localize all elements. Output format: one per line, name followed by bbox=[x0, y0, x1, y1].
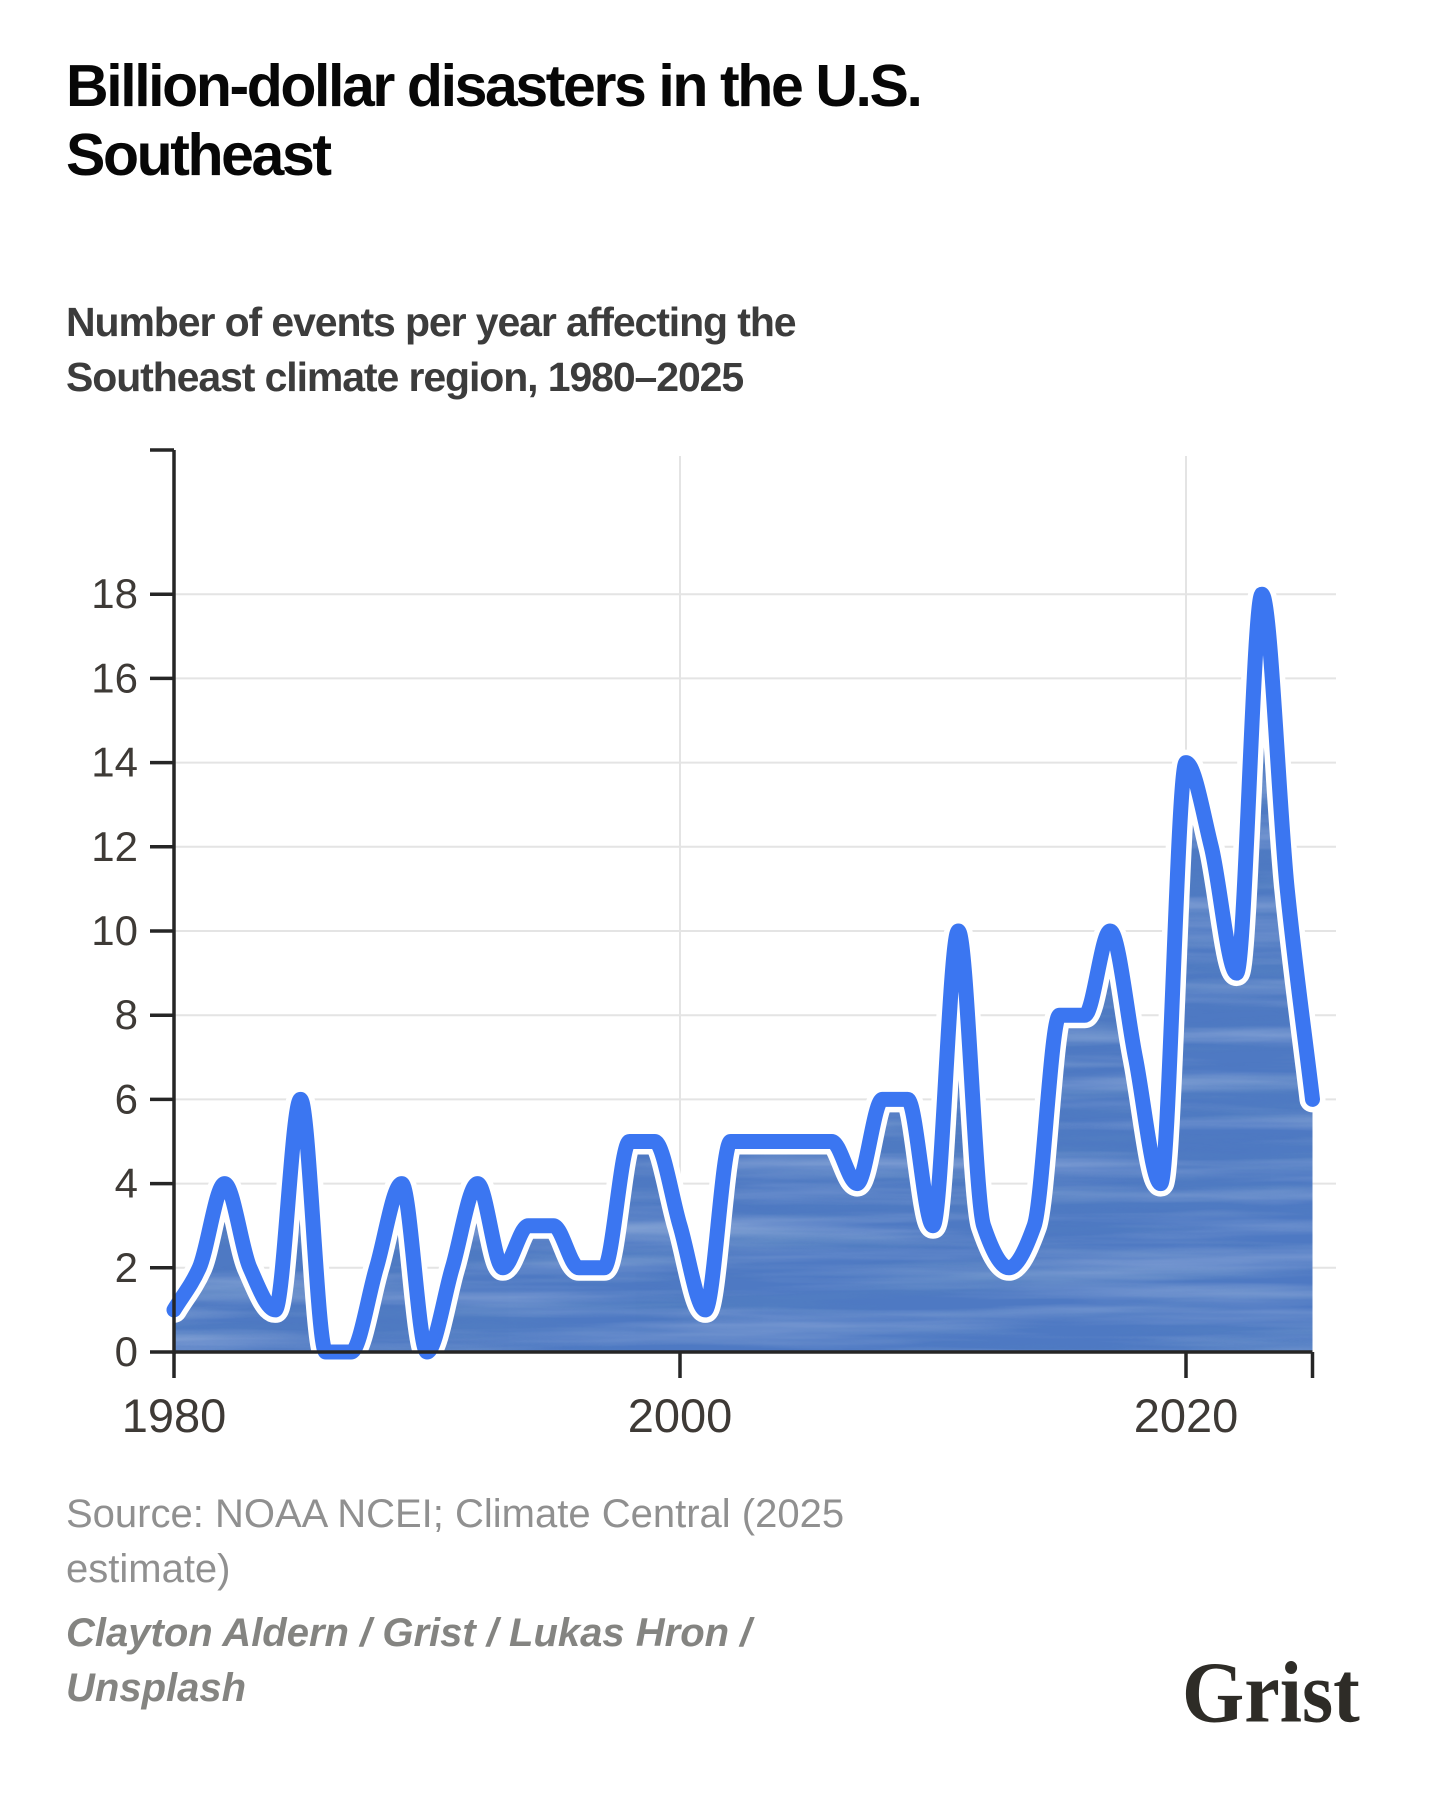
chart-area-fill bbox=[174, 594, 1313, 1352]
chart-subtitle-line1: Number of events per year affecting the bbox=[66, 299, 797, 345]
chart-tick-labels: 0 2 4 6 8 10 12 14 16 18 1980 2000 2020 bbox=[91, 570, 1238, 1442]
chart-subtitle-line2: Southeast climate region, 1980–2025 bbox=[66, 353, 744, 400]
page-title: Billion-dollar disasters in the U.S. Sou… bbox=[66, 52, 1266, 190]
source-line1: Source: NOAA NCEI; Climate Central (2025 bbox=[66, 1492, 845, 1536]
y-tick-label: 12 bbox=[91, 823, 138, 870]
credit-line2: Unsplash bbox=[66, 1666, 247, 1711]
y-tick-label: 6 bbox=[115, 1075, 138, 1122]
x-tick-label: 1980 bbox=[122, 1389, 227, 1442]
chart-data-line bbox=[161, 581, 1326, 1365]
chart-subtitle: Number of events per year affecting the … bbox=[66, 295, 1166, 404]
y-tick-label: 14 bbox=[91, 739, 138, 786]
x-tick-label: 2000 bbox=[628, 1389, 733, 1442]
y-tick-label: 4 bbox=[115, 1160, 138, 1207]
y-tick-label: 10 bbox=[91, 907, 138, 954]
x-tick-label: 2020 bbox=[1134, 1389, 1239, 1442]
source-line2: estimate) bbox=[66, 1547, 231, 1592]
credit-line1: Clayton Aldern / Grist / Lukas Hron / bbox=[66, 1611, 752, 1655]
page-title-line2: Southeast bbox=[66, 122, 332, 189]
grist-logo: Grist bbox=[1182, 1646, 1360, 1742]
source-text: Source: NOAA NCEI; Climate Central (2025… bbox=[66, 1487, 966, 1597]
chart-axes bbox=[150, 448, 1315, 1378]
page-title-line1: Billion-dollar disasters in the U.S. bbox=[66, 53, 923, 119]
y-tick-label: 2 bbox=[115, 1244, 138, 1291]
credit-text: Clayton Aldern / Grist / Lukas Hron / Un… bbox=[66, 1606, 966, 1716]
y-tick-label: 18 bbox=[91, 570, 138, 617]
y-tick-label: 0 bbox=[115, 1328, 138, 1375]
y-tick-label: 8 bbox=[115, 991, 138, 1038]
y-tick-label: 16 bbox=[91, 654, 138, 701]
